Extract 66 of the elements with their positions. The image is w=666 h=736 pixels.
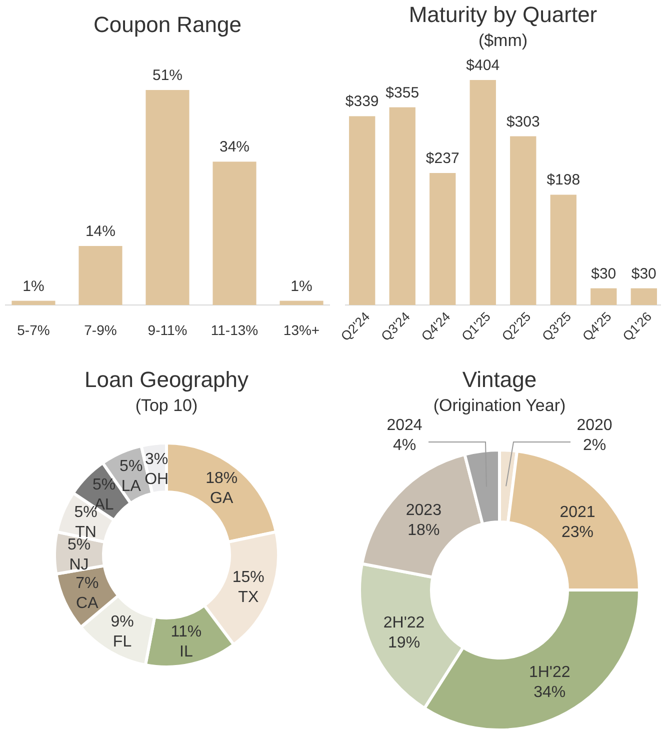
bar — [510, 136, 536, 305]
bar — [630, 288, 657, 305]
bar — [470, 80, 496, 305]
data-label: 11% — [170, 623, 202, 640]
bar — [430, 173, 456, 305]
x-tick-label: 5-7% — [17, 322, 50, 338]
bar — [550, 194, 576, 305]
data-label: 18% — [408, 522, 440, 539]
slice-label: OH — [144, 471, 169, 488]
data-label: 18% — [206, 470, 238, 488]
data-label: 23% — [561, 524, 594, 542]
data-label: $237 — [426, 150, 460, 168]
x-tick-label: 13%+ — [283, 322, 320, 338]
data-label: 3% — [145, 451, 168, 468]
data-label: 1% — [290, 278, 312, 295]
data-label: $355 — [386, 84, 420, 102]
data-label: $339 — [345, 93, 379, 110]
data-label: 5% — [92, 476, 116, 494]
data-label: $198 — [546, 172, 580, 189]
data-label: 51% — [152, 67, 183, 84]
slice-label: IL — [180, 643, 193, 660]
data-label: 34% — [534, 684, 566, 702]
data-label: 15% — [232, 568, 264, 586]
slice-label: 1H'22 — [528, 664, 570, 682]
data-label: 14% — [85, 222, 116, 240]
chart-subtitle: (Top 10) — [135, 396, 198, 415]
slice-label: 2024 — [386, 417, 422, 434]
chart-title: Vintage — [462, 367, 537, 392]
data-label: 4% — [392, 437, 416, 454]
slice-label: LA — [121, 478, 142, 495]
slice-label: GA — [210, 490, 234, 508]
bar — [78, 246, 122, 305]
x-tick-label: 7-9% — [84, 322, 117, 338]
bar — [349, 116, 376, 305]
data-label: $30 — [591, 265, 616, 282]
data-label: 7% — [76, 574, 99, 592]
slice-label: FL — [112, 634, 132, 650]
slice-label: 2021 — [560, 504, 596, 522]
chart-title: Coupon Range — [93, 12, 242, 37]
data-label: 34% — [219, 138, 250, 156]
data-label: 9% — [110, 614, 134, 630]
data-label: 2% — [582, 437, 606, 454]
slice-label: 2020 — [576, 417, 612, 434]
data-label: 5% — [120, 458, 143, 475]
data-label: $30 — [631, 265, 656, 282]
slice-label: CA — [76, 594, 99, 612]
bar — [12, 300, 56, 305]
x-tick-label: 9-11% — [148, 322, 188, 338]
bar — [212, 162, 256, 305]
slice-label: TX — [238, 588, 259, 606]
slice-label: 2023 — [406, 502, 442, 519]
bar — [389, 107, 416, 305]
slice-label: NJ — [69, 556, 89, 574]
bar — [590, 288, 617, 305]
x-tick-label: 11-13% — [210, 322, 258, 338]
data-label: 1% — [22, 278, 44, 295]
chart-title: Loan Geography — [84, 367, 248, 392]
data-label: $303 — [506, 113, 540, 130]
chart-title: Maturity by Quarter — [408, 2, 598, 27]
chart-subtitle: ($mm) — [478, 31, 528, 50]
slice-label: 2H'22 — [383, 614, 425, 632]
data-label: 19% — [388, 634, 420, 652]
bar — [280, 300, 324, 305]
chart-subtitle: (Origination Year) — [433, 396, 566, 415]
bar — [146, 90, 190, 305]
data-label: $404 — [466, 57, 500, 74]
